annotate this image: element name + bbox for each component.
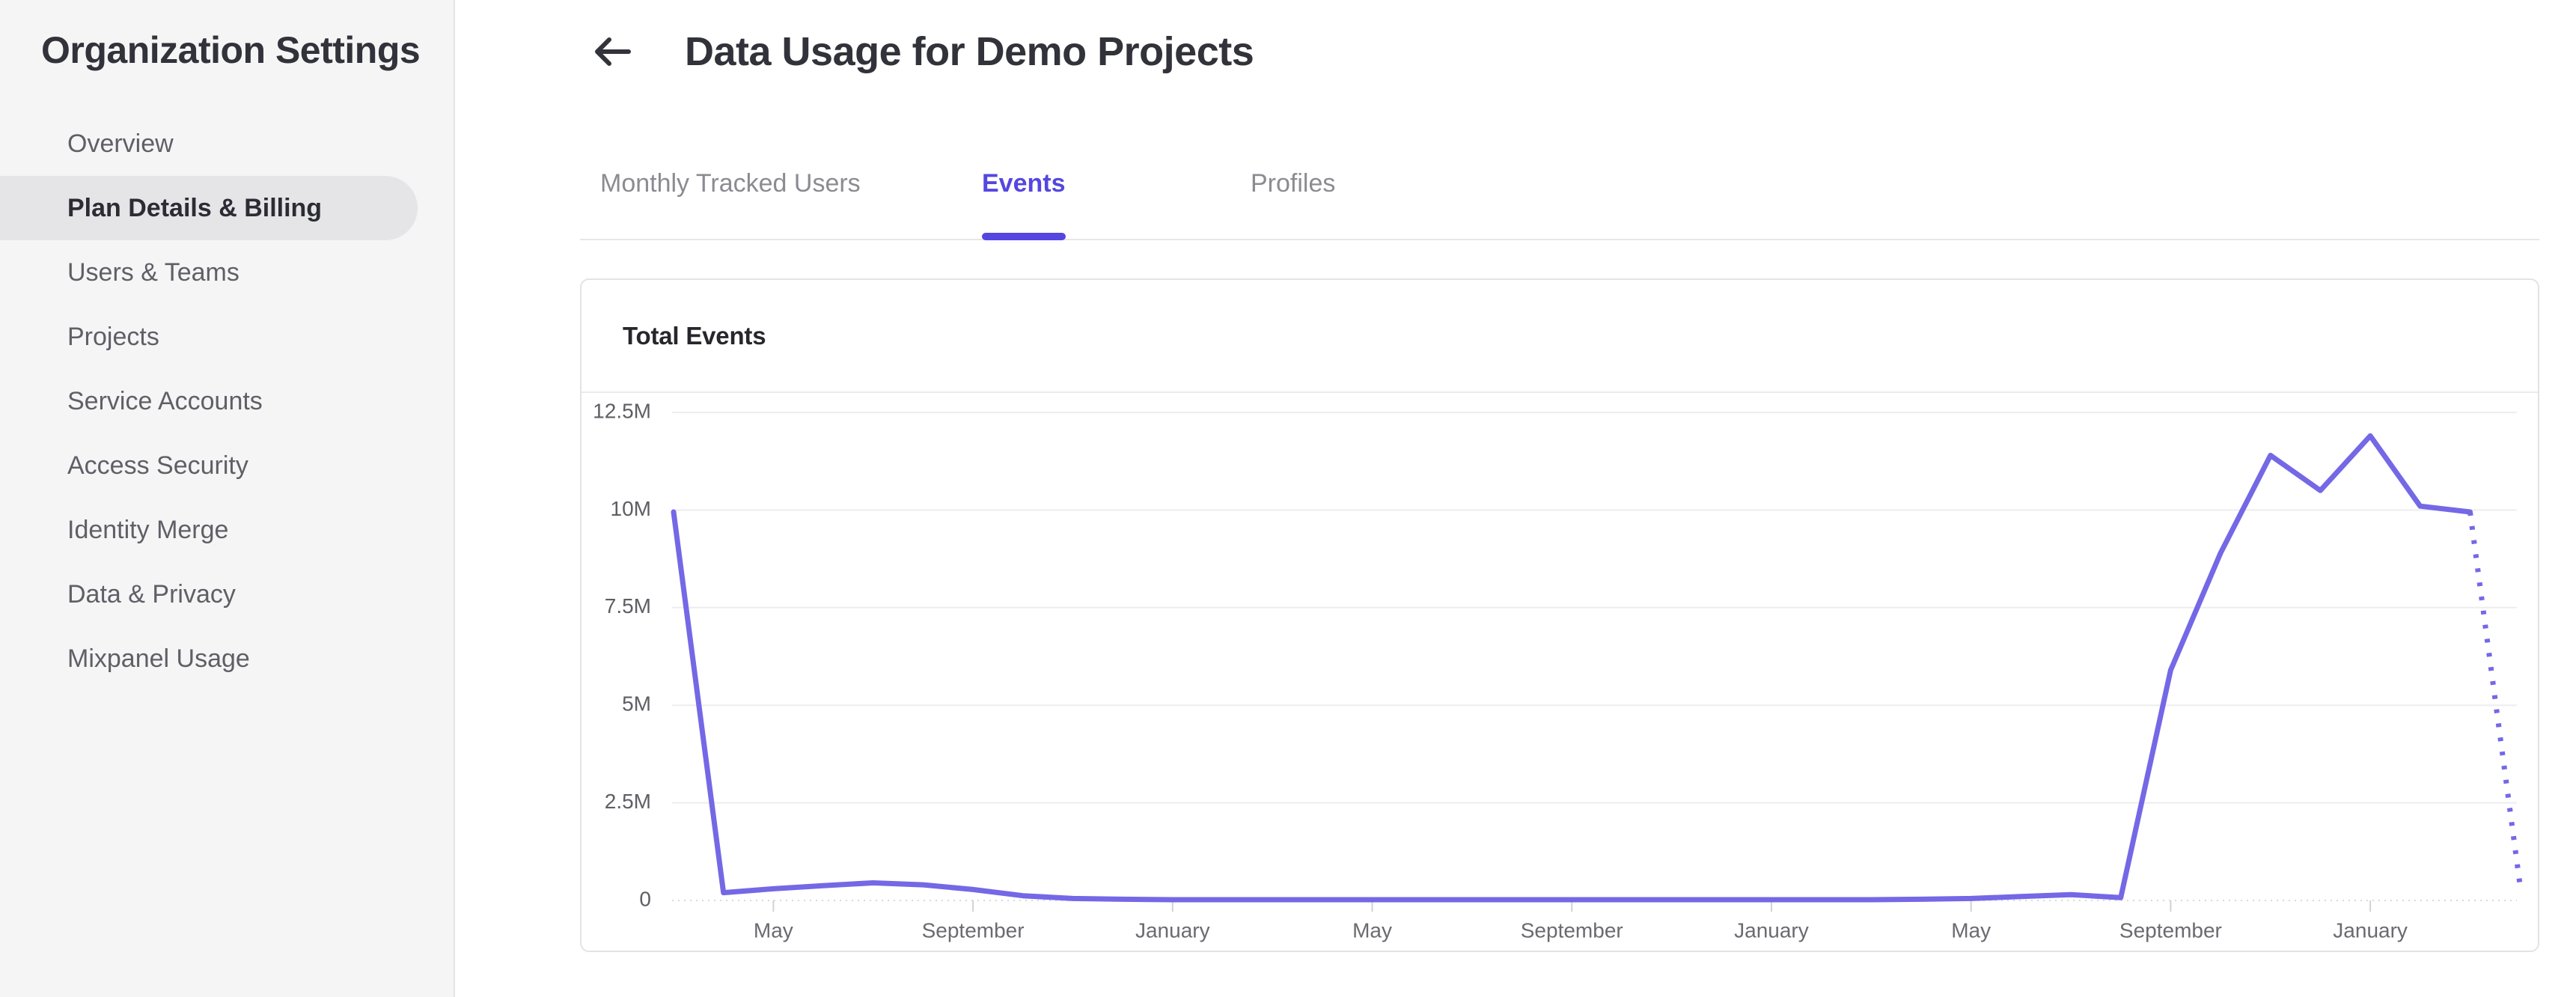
events-line-projected [2467,511,2523,885]
arrow-left-icon [591,34,633,72]
sidebar-nav: Overview Plan Details & Billing Users & … [0,112,454,691]
y-axis-label: 10M [611,497,651,520]
sidebar-item-projects[interactable]: Projects [67,323,159,351]
x-axis-label: January [2333,918,2408,942]
y-axis-label: 0 [639,887,651,910]
total-events-card: Total Events 12.5M 10M 7.5M 5M 2.5M 0 May Septe… [580,278,2539,952]
back-button[interactable] [588,30,636,75]
page-title: Data Usage for Demo Projects [685,29,1254,74]
sidebar-item-users-teams[interactable]: Users & Teams [67,258,239,287]
x-axis-label: January [1734,918,1809,942]
events-line-solid [671,433,2473,903]
card-title: Total Events [623,321,766,350]
sidebar-item-identity-merge[interactable]: Identity Merge [67,516,229,544]
tab-events[interactable]: Events [982,169,1066,240]
tab-monthly-tracked-users[interactable]: Monthly Tracked Users [600,169,861,198]
sidebar-item-data-privacy[interactable]: Data & Privacy [67,580,236,609]
card-header: Total Events [582,280,2538,393]
organization-settings-sidebar: Organization Settings Overview Plan Deta… [0,0,455,997]
y-axis-label: 12.5M [593,399,651,422]
total-events-chart[interactable]: 12.5M 10M 7.5M 5M 2.5M 0 May September January Ma… [582,393,2538,951]
y-axis-label: 5M [622,692,651,716]
sidebar-item-mixpanel-usage[interactable]: Mixpanel Usage [67,644,250,673]
x-axis-label: May [1352,918,1392,942]
line-chart-svg[interactable]: 12.5M 10M 7.5M 5M 2.5M 0 May September January Ma… [582,393,2538,951]
x-axis-label: September [922,918,1025,942]
sidebar-title: Organization Settings [41,29,421,71]
x-axis-label: January [1135,918,1210,942]
tab-profiles[interactable]: Profiles [1251,169,1336,198]
x-axis-label: May [754,918,793,942]
x-axis-label: May [1951,918,1991,942]
sidebar-item-plan-details-billing[interactable]: Plan Details & Billing [0,176,418,240]
x-axis-label: September [2119,918,2222,942]
sidebar-item-service-accounts[interactable]: Service Accounts [67,387,263,415]
x-axis-label: September [1521,918,1623,942]
y-axis-label: 2.5M [605,790,651,813]
sidebar-item-access-security[interactable]: Access Security [67,451,248,480]
y-axis-label: 7.5M [605,594,651,618]
data-usage-tabs: Monthly Tracked Users Events Profiles [580,153,2539,240]
sidebar-item-overview[interactable]: Overview [67,129,174,158]
